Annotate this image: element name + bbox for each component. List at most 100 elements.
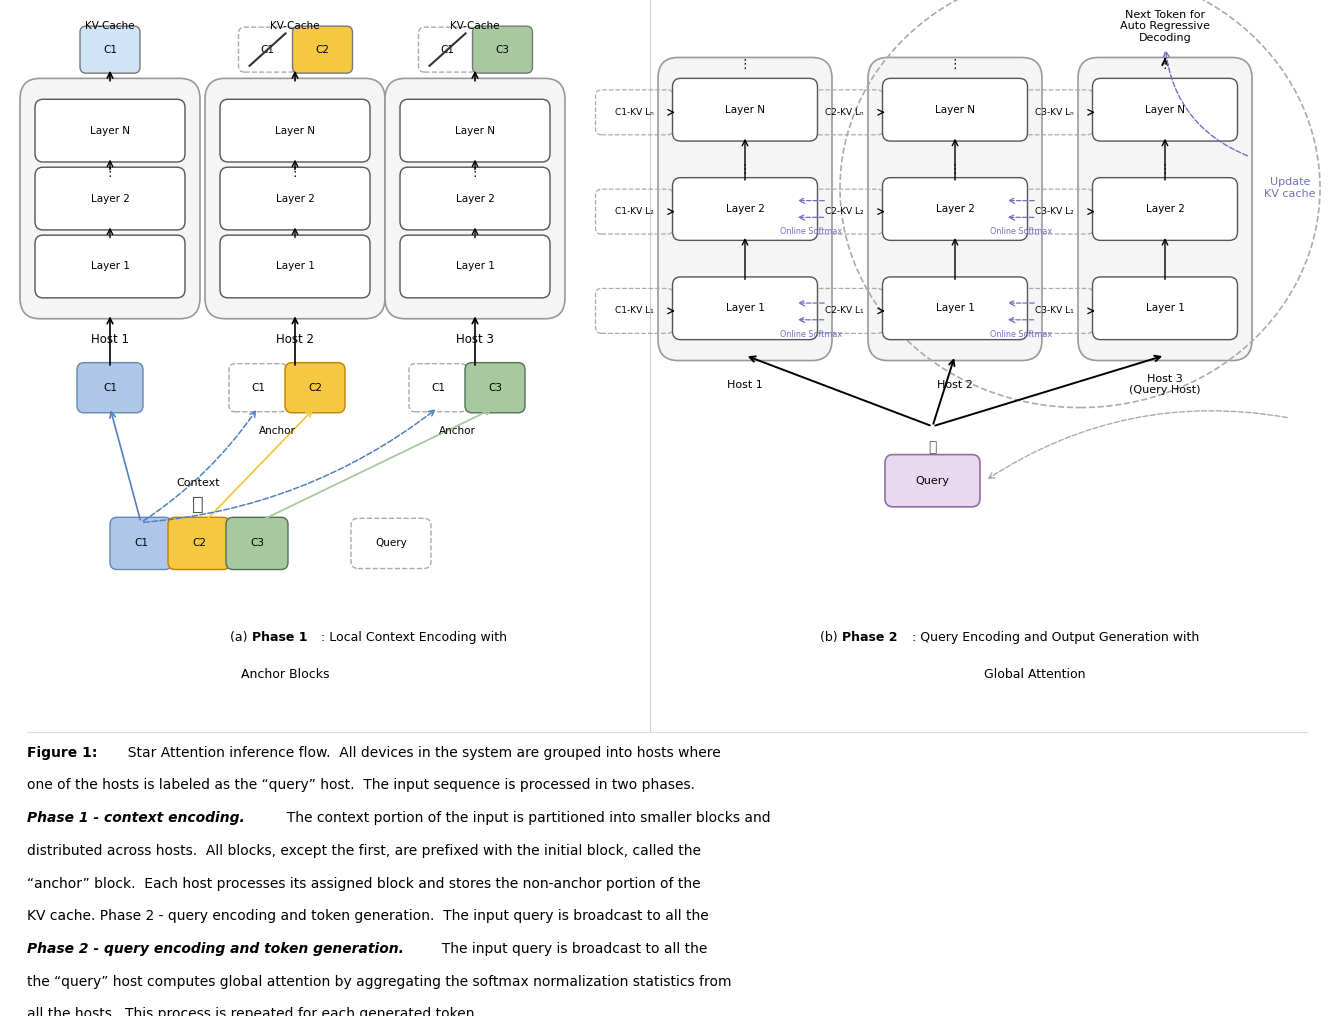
Text: : Local Context Encoding with: : Local Context Encoding with [321,631,507,644]
FancyBboxPatch shape [883,277,1027,339]
Text: C2-KV L₂: C2-KV L₂ [826,207,864,216]
Text: C1: C1 [103,383,117,393]
Text: Layer 1: Layer 1 [1146,304,1185,313]
Text: Online Softmax: Online Softmax [780,330,842,339]
Text: (b): (b) [820,631,842,644]
Text: Global Attention: Global Attention [984,668,1086,681]
Text: C1: C1 [103,45,117,55]
FancyBboxPatch shape [1093,78,1238,141]
FancyBboxPatch shape [35,235,185,298]
FancyBboxPatch shape [205,78,386,319]
Text: Anchor: Anchor [259,426,295,436]
Text: ⏞: ⏞ [192,495,204,514]
Text: Phase 2: Phase 2 [842,631,898,644]
Text: Layer 2: Layer 2 [276,194,315,203]
Text: ⋮: ⋮ [468,166,482,179]
Text: C2: C2 [192,538,205,549]
FancyBboxPatch shape [35,168,185,230]
Text: C3: C3 [495,45,510,55]
Text: Next Token for
Auto Regressive
Decoding: Next Token for Auto Regressive Decoding [1121,9,1210,43]
Text: Layer 1: Layer 1 [726,304,764,313]
Text: C1: C1 [431,383,446,393]
Text: (a): (a) [229,631,252,644]
Text: ⏞: ⏞ [928,441,936,454]
FancyBboxPatch shape [109,517,172,570]
FancyBboxPatch shape [1078,58,1253,361]
Text: distributed across hosts.  All blocks, except the first, are prefixed with the i: distributed across hosts. All blocks, ex… [27,844,700,858]
FancyBboxPatch shape [225,517,288,570]
Text: Host 1: Host 1 [91,333,129,346]
Text: Layer N: Layer N [1145,105,1185,115]
Text: KV cache. Phase 2 - query encoding and token generation.  The input query is bro: KV cache. Phase 2 - query encoding and t… [27,909,708,924]
Text: Layer 1: Layer 1 [91,261,129,271]
Text: C3-KV L₂: C3-KV L₂ [1035,207,1074,216]
Text: Layer 2: Layer 2 [1146,204,1185,214]
Text: Host 1: Host 1 [727,380,763,389]
FancyBboxPatch shape [472,26,532,73]
Text: Online Softmax: Online Softmax [990,330,1053,339]
Text: C1: C1 [440,45,455,55]
Text: ⋮: ⋮ [948,163,962,176]
Text: Layer 1: Layer 1 [276,261,315,271]
FancyBboxPatch shape [1093,178,1238,241]
Text: Phase 2 - query encoding and token generation.: Phase 2 - query encoding and token gener… [27,942,404,956]
Text: Layer N: Layer N [455,126,495,135]
Text: Layer N: Layer N [89,126,129,135]
FancyBboxPatch shape [77,363,143,412]
FancyBboxPatch shape [400,168,550,230]
Text: the “query” host computes global attention by aggregating the softmax normalizat: the “query” host computes global attenti… [27,974,731,989]
Text: Layer 2: Layer 2 [456,194,495,203]
Text: Layer 2: Layer 2 [91,194,129,203]
Text: C3: C3 [488,383,502,393]
Text: Host 3: Host 3 [456,333,494,346]
Text: Layer 2: Layer 2 [726,204,764,214]
Text: one of the hosts is labeled as the “query” host.  The input sequence is processe: one of the hosts is labeled as the “quer… [27,778,695,792]
Text: C2: C2 [316,45,329,55]
Text: Layer 2: Layer 2 [935,204,974,214]
Text: Layer N: Layer N [275,126,315,135]
Text: ⋮: ⋮ [739,163,751,176]
Text: Host 2: Host 2 [936,380,972,389]
FancyBboxPatch shape [883,78,1027,141]
FancyBboxPatch shape [285,363,346,412]
FancyBboxPatch shape [672,178,818,241]
FancyBboxPatch shape [672,78,818,141]
FancyBboxPatch shape [883,178,1027,241]
Text: C2: C2 [308,383,321,393]
Text: KV-Cache: KV-Cache [85,21,135,31]
Text: Update
KV cache: Update KV cache [1265,178,1315,199]
FancyBboxPatch shape [386,78,566,319]
FancyBboxPatch shape [220,168,370,230]
Text: Query: Query [375,538,407,549]
FancyBboxPatch shape [658,58,832,361]
FancyBboxPatch shape [868,58,1042,361]
Text: C1-KV L₁: C1-KV L₁ [615,307,654,315]
Text: all the hosts.  This process is repeated for each generated token.: all the hosts. This process is repeated … [27,1008,479,1016]
Text: Layer 1: Layer 1 [456,261,495,271]
Text: C1: C1 [260,45,275,55]
Text: Figure 1:: Figure 1: [27,746,97,760]
Text: Online Softmax: Online Softmax [990,228,1053,237]
Text: C1-KV Lₙ: C1-KV Lₙ [615,108,654,117]
Text: “anchor” block.  Each host processes its assigned block and stores the non-ancho: “anchor” block. Each host processes its … [27,877,700,891]
Text: Context: Context [176,478,220,488]
Text: Phase 1 - context encoding.: Phase 1 - context encoding. [27,811,244,825]
Text: Online Softmax: Online Softmax [780,228,842,237]
Text: KV-Cache: KV-Cache [451,21,500,31]
Text: C1-KV L₂: C1-KV L₂ [615,207,654,216]
Text: C2-KV L₁: C2-KV L₁ [826,307,864,315]
FancyBboxPatch shape [80,26,140,73]
Text: Layer 1: Layer 1 [935,304,974,313]
Text: C3-KV Lₙ: C3-KV Lₙ [1035,108,1074,117]
Text: Query: Query [915,475,950,486]
FancyBboxPatch shape [292,26,352,73]
FancyBboxPatch shape [1093,277,1238,339]
Text: Star Attention inference flow.  All devices in the system are grouped into hosts: Star Attention inference flow. All devic… [119,746,720,760]
FancyBboxPatch shape [168,517,229,570]
Text: ⋮: ⋮ [948,58,962,71]
Text: C3-KV L₁: C3-KV L₁ [1035,307,1074,315]
FancyBboxPatch shape [884,454,980,507]
Text: Layer N: Layer N [935,105,975,115]
FancyBboxPatch shape [35,100,185,162]
Text: The input query is broadcast to all the: The input query is broadcast to all the [432,942,707,956]
